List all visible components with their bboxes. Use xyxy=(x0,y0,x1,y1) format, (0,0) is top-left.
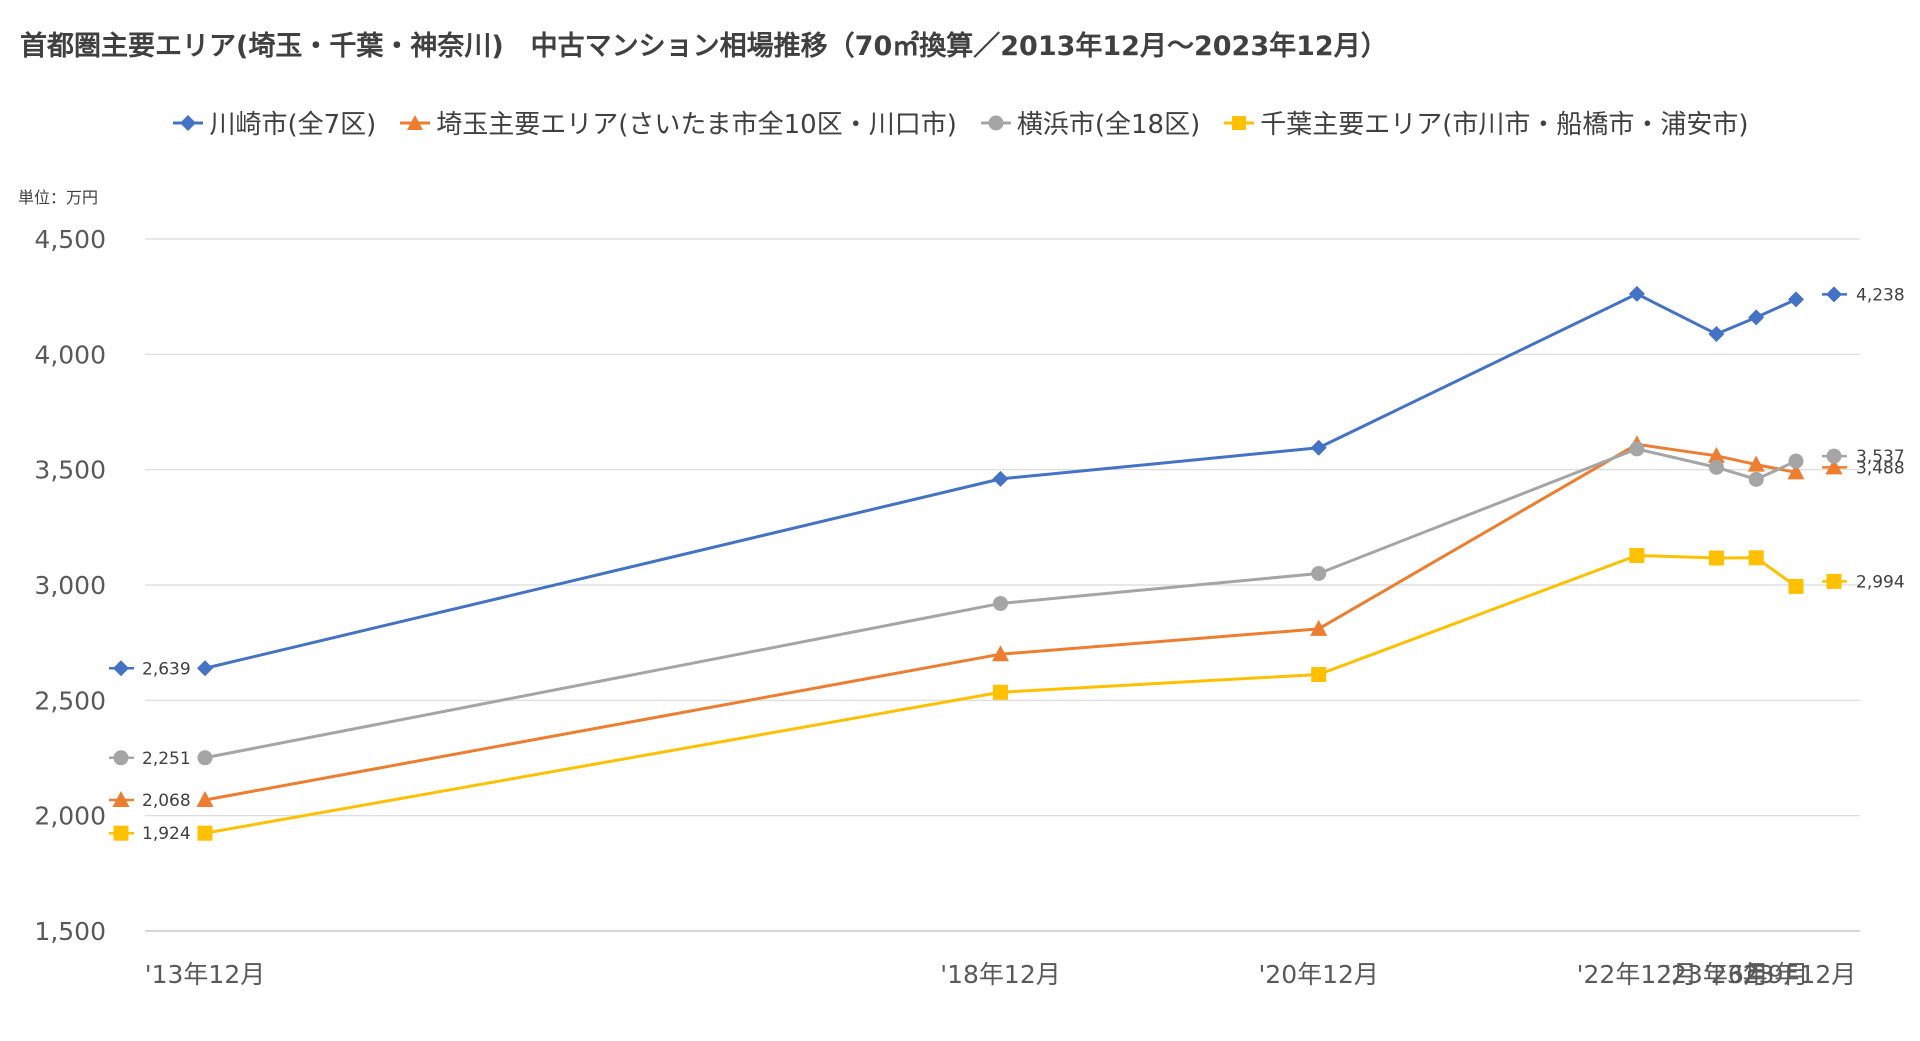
legend: 川崎市(全7区) 埼玉主要エリア(さいたま市全10区・川口市) 横浜市(全18区… xyxy=(0,104,1920,141)
y-tick-label: 2,500 xyxy=(34,686,106,715)
x-tick-label: '20年12月 xyxy=(1258,960,1379,989)
y-tick-label: 3,500 xyxy=(34,456,106,485)
end-data-label: 3,488 xyxy=(1856,458,1905,478)
y-tick-label: 4,000 xyxy=(34,340,106,369)
data-point xyxy=(992,470,1009,487)
legend-marker-diamond-icon xyxy=(173,114,204,131)
data-point xyxy=(1311,666,1327,682)
end-data-label: 2,994 xyxy=(1856,572,1905,592)
x-tick-label: '23年9月 xyxy=(1704,960,1809,989)
start-label-marker xyxy=(113,825,129,841)
end-label-marker xyxy=(1826,448,1842,464)
chart-title: 首都圏主要エリア(埼玉・千葉・神奈川) 中古マンション相場推移（70㎡換算／20… xyxy=(20,31,1388,62)
data-point xyxy=(1707,446,1725,463)
legend-item-saitama: 埼玉主要エリア(さいたま市全10区・川口市) xyxy=(398,104,957,141)
data-point xyxy=(1629,547,1645,563)
start-data-label: 2,251 xyxy=(142,749,191,769)
x-tick-label: '23年12月 xyxy=(1736,960,1857,989)
data-point xyxy=(1747,455,1765,472)
data-point xyxy=(197,825,213,841)
start-label-marker xyxy=(113,750,129,766)
end-data-label: 4,238 xyxy=(1856,285,1905,305)
data-point xyxy=(1708,550,1724,566)
data-point xyxy=(197,750,213,766)
data-point xyxy=(1310,619,1328,636)
x-tick-label: '22年12月 xyxy=(1577,960,1698,989)
data-point xyxy=(1748,309,1765,326)
data-point xyxy=(1629,441,1645,457)
data-point xyxy=(1628,285,1645,302)
data-point xyxy=(993,595,1008,611)
data-point xyxy=(992,645,1009,662)
data-point xyxy=(1748,550,1764,566)
legend-label: 横浜市(全18区) xyxy=(1016,110,1201,140)
data-point xyxy=(1708,326,1725,343)
unit-label: 単位：万円 xyxy=(18,188,99,207)
legend-label: 埼玉主要エリア(さいたま市全10区・川口市) xyxy=(436,110,957,140)
data-point xyxy=(196,790,214,807)
end-label-marker xyxy=(1826,286,1842,303)
y-tick-label: 3,000 xyxy=(34,571,106,600)
start-data-label: 1,924 xyxy=(142,824,191,844)
y-tick-label: 1,500 xyxy=(34,917,106,946)
end-label-marker xyxy=(1826,573,1842,589)
legend-label: 千葉主要エリア(市川市・船橋市・浦安市) xyxy=(1260,110,1749,140)
legend-item-chiba: 千葉主要エリア(市川市・船橋市・浦安市) xyxy=(1222,104,1749,141)
end-label-marker xyxy=(1825,458,1843,475)
x-tick-label: '23年6月 xyxy=(1664,960,1769,989)
data-point xyxy=(993,684,1008,700)
data-point xyxy=(1788,578,1804,594)
end-data-label: 3,537 xyxy=(1856,447,1905,467)
series-line xyxy=(204,442,1797,802)
y-tick-label: 4,500 xyxy=(34,225,106,254)
data-point xyxy=(1311,565,1327,581)
y-tick-label: 2,000 xyxy=(34,802,106,831)
legend-marker-triangle-icon xyxy=(400,114,431,130)
legend-label: 川崎市(全7区) xyxy=(209,110,377,140)
data-point xyxy=(1788,453,1804,469)
start-data-label: 2,639 xyxy=(142,659,191,679)
data-point xyxy=(1310,439,1327,456)
x-tick-label: '13年12月 xyxy=(145,960,266,989)
data-point xyxy=(1788,291,1804,308)
legend-item-kawasaki: 川崎市(全7区) xyxy=(171,104,376,141)
legend-marker-circle-icon xyxy=(980,115,1011,130)
start-label-marker xyxy=(113,660,129,677)
start-label-marker xyxy=(112,790,130,807)
data-point xyxy=(1787,463,1805,480)
data-point xyxy=(197,660,213,677)
legend-marker-square-icon xyxy=(1224,115,1255,130)
legend-item-yokohama: 横浜市(全18区) xyxy=(979,104,1200,141)
data-point xyxy=(1748,471,1764,487)
start-data-label: 2,068 xyxy=(142,791,191,811)
data-point xyxy=(1708,459,1724,475)
x-tick-label: '18年12月 xyxy=(940,960,1061,989)
